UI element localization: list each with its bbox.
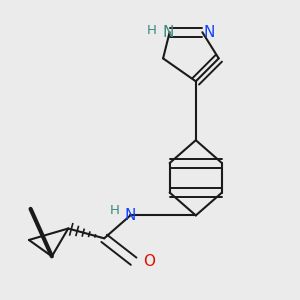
Text: N: N xyxy=(162,25,174,40)
Text: H: H xyxy=(110,204,120,217)
Text: N: N xyxy=(125,208,136,223)
Text: H: H xyxy=(147,24,157,37)
Text: O: O xyxy=(143,254,155,269)
Text: N: N xyxy=(204,25,215,40)
